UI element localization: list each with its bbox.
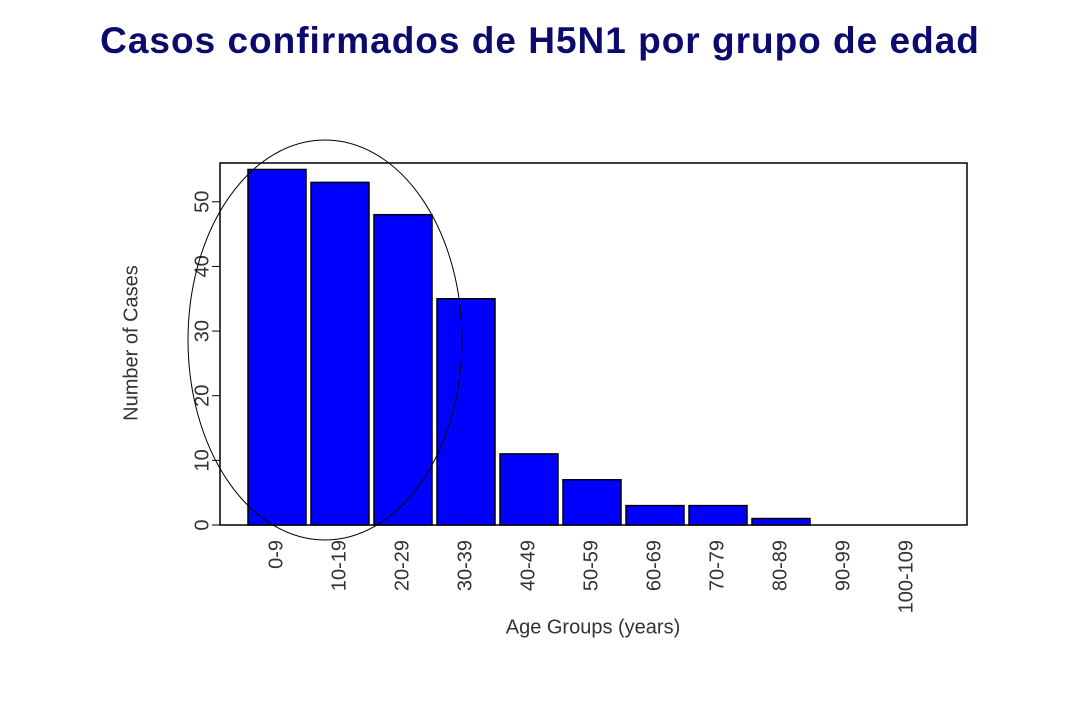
bar (625, 504, 685, 526)
bar (310, 181, 370, 526)
bar (247, 168, 307, 526)
x-tick-label: 10-19 (328, 540, 350, 591)
bar (373, 213, 433, 526)
chart-title: Casos confirmados de H5N1 por grupo de e… (100, 20, 980, 61)
x-tick-label: 90-99 (832, 540, 854, 591)
y-tick-label: 30 (191, 320, 213, 342)
x-tick-label: 20-29 (391, 540, 413, 591)
bar (562, 479, 622, 526)
y-tick-label: 40 (191, 255, 213, 277)
x-tick-label: 0-9 (265, 540, 287, 569)
x-tick-label: 60-69 (643, 540, 665, 591)
x-tick-label: 70-79 (706, 540, 728, 591)
x-tick-label: 80-89 (769, 540, 791, 591)
y-tick-label: 20 (191, 385, 213, 407)
y-tick-label: 0 (191, 519, 213, 530)
bar (688, 504, 748, 526)
y-tick-label: 50 (191, 191, 213, 213)
bar (436, 298, 496, 526)
bar (499, 453, 559, 526)
x-tick-label: 30-39 (454, 540, 476, 591)
highlight-ellipse (187, 139, 463, 541)
bar (751, 517, 811, 526)
x-tick-label: 40-49 (517, 540, 539, 591)
x-tick-label: 100-109 (895, 540, 917, 613)
x-tick-label: 50-59 (580, 540, 602, 591)
y-tick-label: 10 (191, 449, 213, 471)
x-axis-label: Age Groups (years) (506, 616, 681, 638)
y-axis-label: Number of Cases (120, 265, 142, 421)
